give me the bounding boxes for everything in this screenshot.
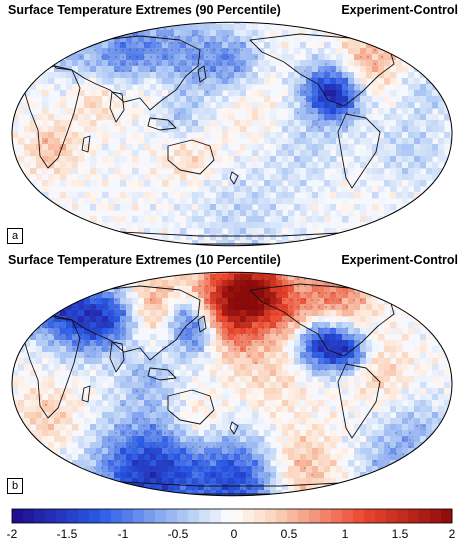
colorbar-segment <box>298 509 310 523</box>
colorbar-segment <box>166 509 178 523</box>
map-a-anomaly-field <box>12 22 452 246</box>
colorbar-segment <box>243 509 255 523</box>
colorbar-segment <box>397 509 409 523</box>
map-panel-a: Surface Temperature Extremes (90 Percent… <box>0 0 464 250</box>
colorbar-tick-label: 1.5 <box>391 527 409 541</box>
colorbar-outline <box>11 508 453 524</box>
colorbar-segment <box>188 509 200 523</box>
colorbar-segment <box>375 509 387 523</box>
colorbar-segment <box>155 509 167 523</box>
colorbar-segment <box>12 509 24 523</box>
colorbar-segment <box>331 509 343 523</box>
colorbar-segment <box>265 509 277 523</box>
colorbar-tick-label: 0 <box>230 527 238 541</box>
colorbar-segment <box>232 509 244 523</box>
colorbar-segment <box>78 509 90 523</box>
map-b-significance-dots <box>17 272 439 496</box>
panel-b-subtitle: Experiment-Control <box>341 253 458 267</box>
colorbar-segment <box>199 509 211 523</box>
panel-b-title: Surface Temperature Extremes (10 Percent… <box>8 253 281 267</box>
panel-b-label: b <box>7 478 23 494</box>
colorbar-segment <box>254 509 266 523</box>
colorbar-segment <box>287 509 299 523</box>
colorbar-segment <box>276 509 288 523</box>
colorbar-bar <box>11 508 453 524</box>
panel-a-label: a <box>7 228 23 244</box>
colorbar-segment <box>364 509 376 523</box>
colorbar-segment <box>309 509 321 523</box>
colorbar-segment <box>430 509 442 523</box>
map-b-field <box>11 271 453 497</box>
colorbar-tick-label: -2 <box>6 527 18 541</box>
colorbar-segment <box>45 509 57 523</box>
colorbar-segment <box>353 509 365 523</box>
colorbar-segment <box>408 509 420 523</box>
colorbar-segment <box>89 509 101 523</box>
colorbar-segment <box>342 509 354 523</box>
colorbar-tick-label: 0.5 <box>280 527 298 541</box>
colorbar-segment <box>100 509 112 523</box>
colorbar-segment <box>122 509 134 523</box>
colorbar-tick-label: -1 <box>117 527 129 541</box>
map-a-map-frame <box>11 21 453 247</box>
map-b-anomaly-field <box>12 272 452 496</box>
panel-a-subtitle: Experiment-Control <box>341 3 458 17</box>
colorbar-tick-label: -0.5 <box>167 527 189 541</box>
colorbar-segment <box>23 509 35 523</box>
colorbar-tick-label: 2 <box>448 527 456 541</box>
colorbar-segment <box>67 509 79 523</box>
colorbar-segment <box>56 509 68 523</box>
colorbar-segment <box>419 509 431 523</box>
panel-a-title: Surface Temperature Extremes (90 Percent… <box>8 3 281 17</box>
colorbar-segment <box>210 509 222 523</box>
colorbar-segment <box>320 509 332 523</box>
colorbar-segment <box>441 509 453 523</box>
map-a-field <box>11 21 453 247</box>
colorbar-tick-label: -1.5 <box>56 527 78 541</box>
colorbar-tick-label: 1 <box>341 527 349 541</box>
colorbar-segment <box>111 509 123 523</box>
colorbar-segment <box>34 509 46 523</box>
colorbar-segment <box>386 509 398 523</box>
colorbar: -2 -1.5 -1 -0.5 0 0.5 1 1.5 2 <box>0 505 464 550</box>
map-panel-b: Surface Temperature Extremes (10 Percent… <box>0 250 464 500</box>
colorbar-segment <box>133 509 145 523</box>
colorbar-segment <box>221 509 233 523</box>
colorbar-segment <box>144 509 156 523</box>
map-b-map-frame <box>11 271 453 497</box>
colorbar-segment <box>177 509 189 523</box>
